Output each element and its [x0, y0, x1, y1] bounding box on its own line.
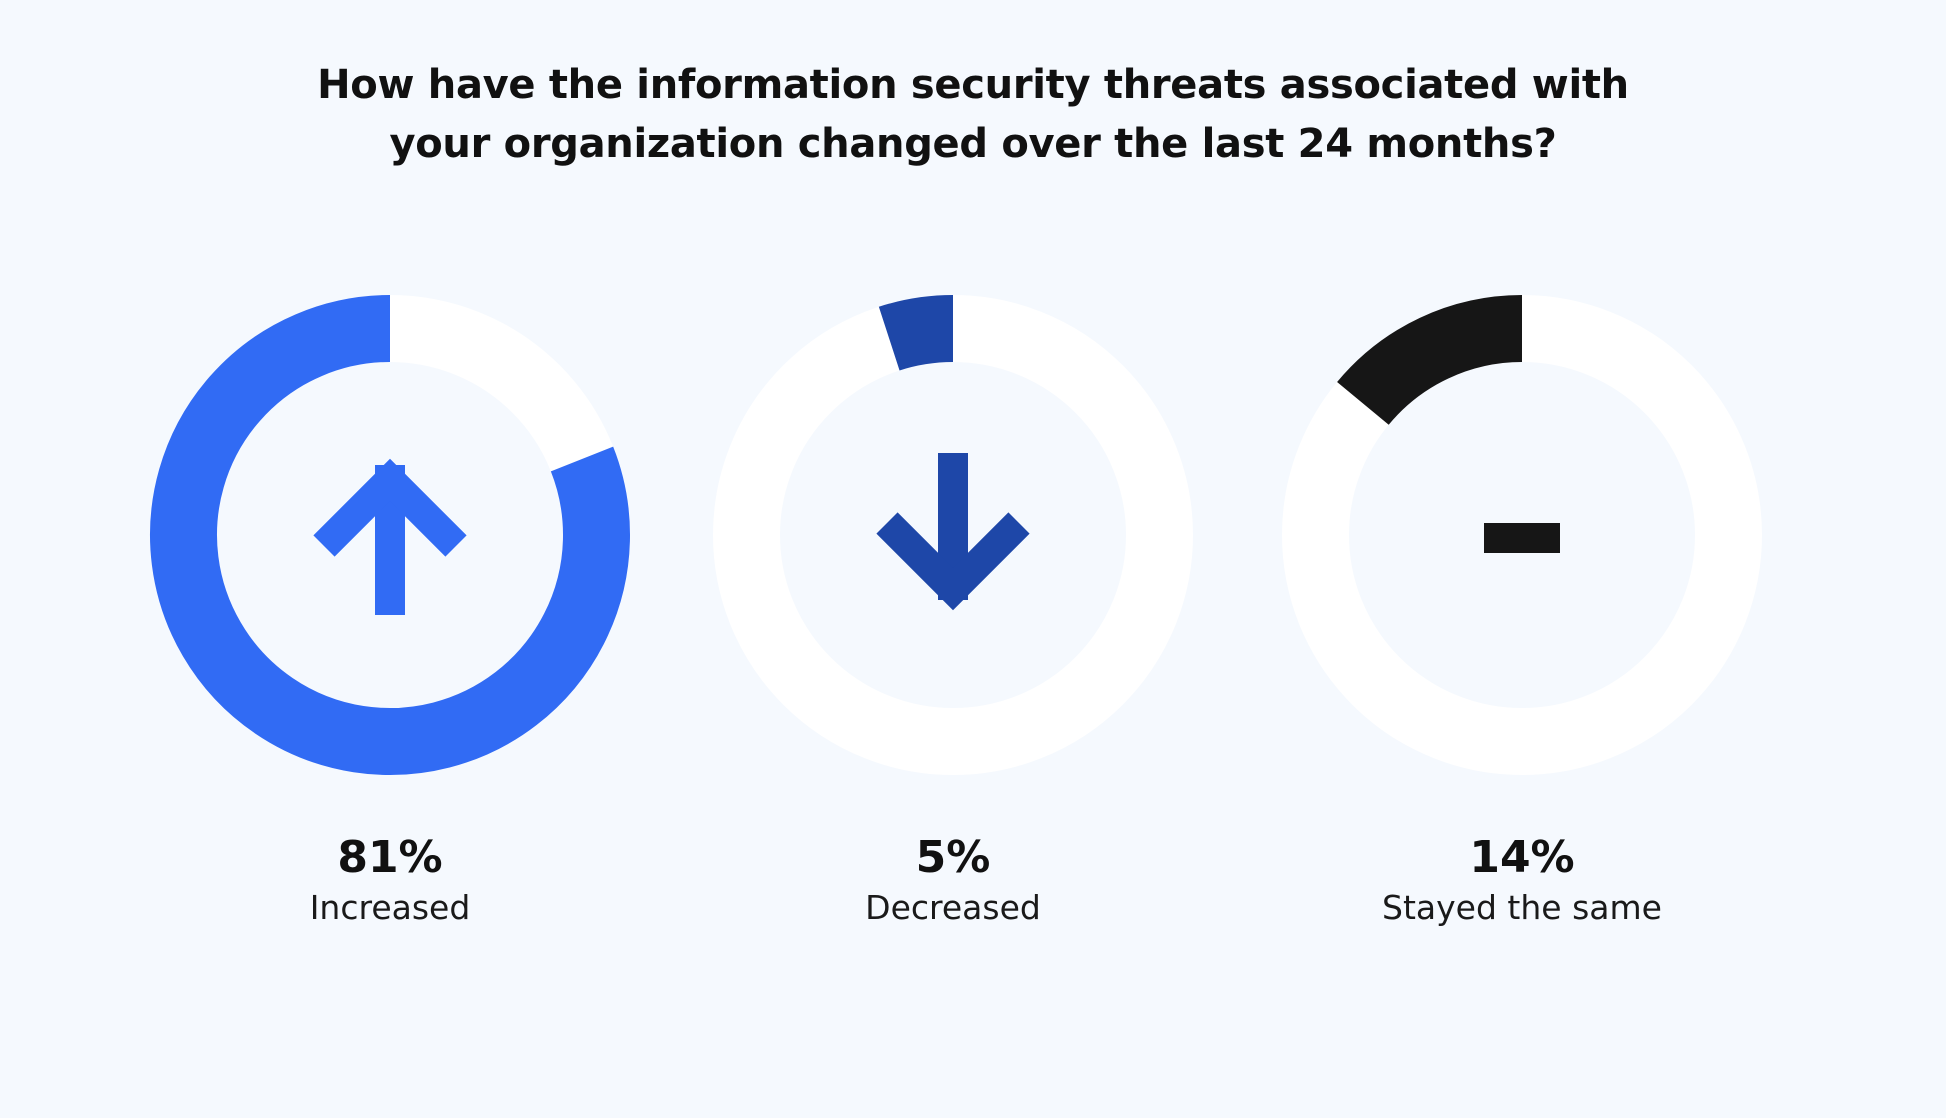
donut-segment-decreased — [878, 295, 954, 371]
chart-title-line-1: How have the information security threat… — [317, 62, 1629, 108]
arrow-up-head — [313, 458, 467, 557]
chart-title: How have the information security threat… — [0, 56, 1946, 174]
stat-increased: 81% Increased — [150, 832, 630, 930]
stat-stayed-same: 14% Stayed the same — [1282, 832, 1762, 930]
donut-increased — [150, 295, 630, 775]
donut-decreased — [713, 295, 1193, 775]
donut-stayed_same — [1282, 295, 1762, 775]
stat-label-stayed-same: Stayed the same — [1382, 888, 1662, 927]
dash-icon — [1484, 523, 1560, 553]
chart-title-line-2: your organization changed over the last … — [389, 121, 1557, 167]
stat-value-increased: 81% — [337, 832, 443, 883]
arrow-down-icon — [876, 453, 1030, 611]
donut-segment-stayed_same — [1337, 295, 1523, 426]
arrow-down-head — [876, 512, 1030, 611]
stat-value-decreased: 5% — [915, 832, 991, 883]
stat-label-decreased: Decreased — [865, 888, 1041, 927]
stat-decreased: 5% Decreased — [713, 832, 1193, 930]
donut-segment-increased — [150, 295, 630, 775]
stat-label-increased: Increased — [309, 888, 471, 927]
stat-value-stayed-same: 14% — [1469, 832, 1575, 883]
arrow-up-icon — [313, 458, 467, 615]
